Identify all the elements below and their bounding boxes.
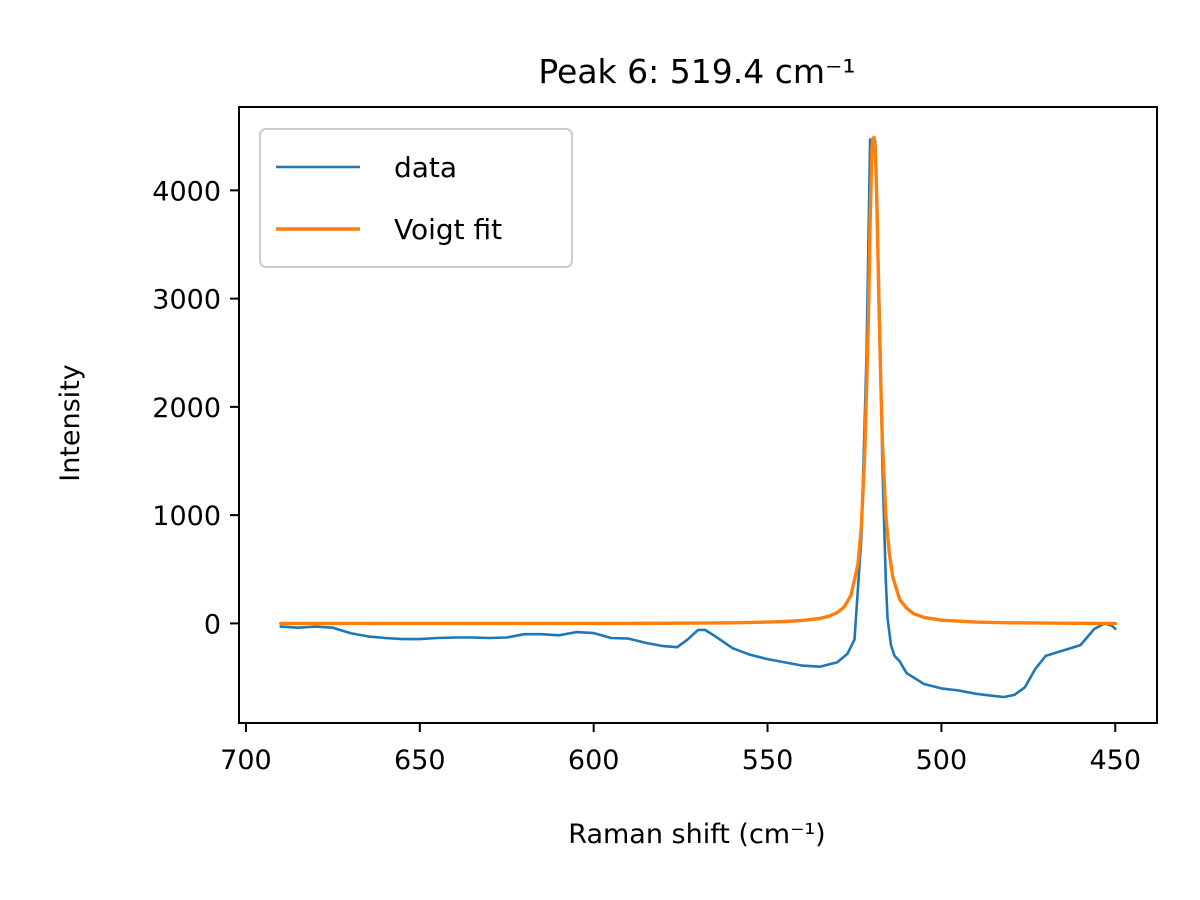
- y-tick-label: 4000: [152, 176, 221, 207]
- series-layer: [279, 135, 1117, 699]
- x-tick-label: 700: [220, 745, 272, 776]
- x-tick-label: 500: [916, 745, 968, 776]
- plot-frame: [238, 106, 1158, 724]
- y-tick-label: 0: [204, 609, 221, 640]
- x-tick-label: 450: [1089, 745, 1141, 776]
- y-tick-label: 3000: [152, 285, 221, 316]
- chart-title: Peak 6: 519.4 cm⁻¹: [538, 52, 855, 91]
- y-tick-label: 1000: [152, 501, 221, 532]
- legend: data Voigt fit: [259, 128, 573, 268]
- x-tick-label: 600: [568, 745, 620, 776]
- series-line-data: [279, 137, 1117, 699]
- y-tick-label: 2000: [152, 393, 221, 424]
- series-line-voigt-fit: [279, 135, 1117, 626]
- x-tick-label: 650: [394, 745, 446, 776]
- legend-label: Voigt fit: [394, 213, 502, 246]
- axes-layer: 700 650 600 550 500 450 0 1000 2000 3000 4000: [152, 106, 1158, 776]
- y-axis-label: Intensity: [55, 364, 86, 482]
- legend-label: data: [394, 151, 457, 184]
- x-tick-label: 550: [742, 745, 794, 776]
- x-axis-label: Raman shift (cm⁻¹): [568, 819, 825, 850]
- legend-box: [259, 128, 573, 268]
